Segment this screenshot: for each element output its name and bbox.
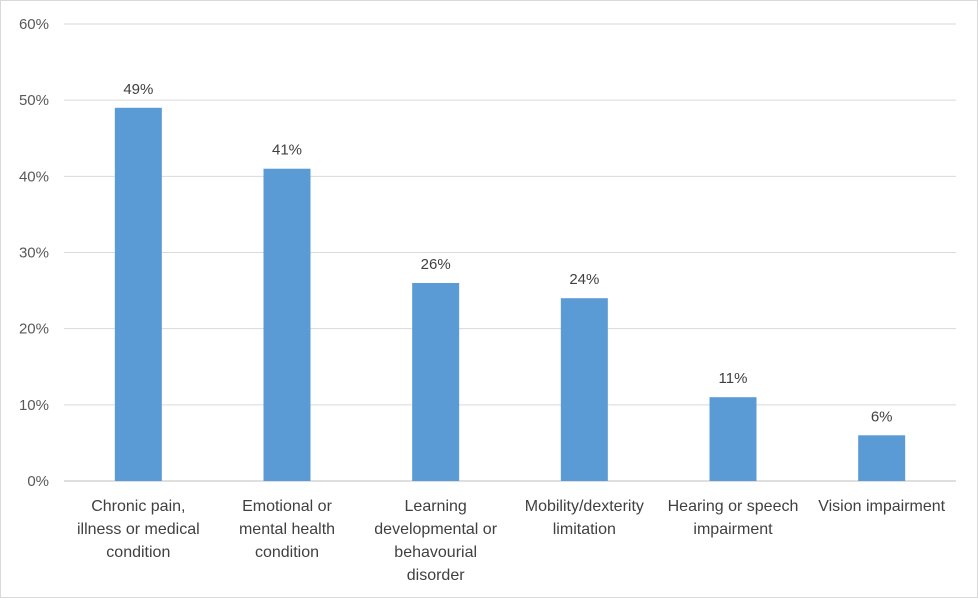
- bar: [114, 107, 162, 482]
- y-tick-label: 40%: [19, 168, 49, 185]
- category-label-line: developmental or: [374, 521, 497, 538]
- category-label: Hearing or speech impairment: [668, 498, 799, 538]
- category-label-line: disorder: [407, 567, 465, 584]
- data-label: 26%: [421, 256, 451, 273]
- data-label: 24%: [569, 271, 599, 288]
- y-tick-label: 10%: [19, 397, 49, 414]
- category-label-line: Learning: [405, 498, 467, 515]
- y-tick-label: 0%: [27, 473, 49, 490]
- data-label: 11%: [719, 370, 748, 387]
- category-label-line: Hearing or speech: [668, 498, 799, 515]
- bar: [709, 397, 757, 481]
- category-label-line: Chronic pain,: [91, 498, 185, 515]
- category-label: Emotional or mental health condition: [239, 498, 335, 561]
- category-label: Vision impairment: [818, 498, 945, 515]
- category-label: Chronic pain, illness or medical condition: [77, 498, 200, 561]
- y-tick-label: 60%: [19, 16, 49, 33]
- category-label-line: behavourial: [394, 544, 477, 561]
- category-label-line: impairment: [693, 521, 773, 538]
- category-label-line: condition: [255, 544, 319, 561]
- data-label: 49%: [123, 81, 153, 98]
- bar: [412, 282, 460, 481]
- bar: [560, 298, 608, 481]
- y-tick-label: 20%: [19, 321, 49, 338]
- category-label-line: mental health: [239, 521, 335, 538]
- category-label-line: limitation: [553, 521, 616, 538]
- category-label: Mobility/dexterity limitation: [525, 498, 644, 538]
- category-label-line: Mobility/dexterity: [525, 498, 644, 515]
- data-label: 41%: [272, 142, 302, 159]
- category-label: Learning developmental or behavourial disor…: [374, 498, 497, 584]
- category-label-line: Vision impairment: [818, 498, 945, 515]
- bar: [858, 435, 906, 481]
- category-label-line: illness or medical: [77, 521, 200, 538]
- category-label-line: condition: [106, 544, 170, 561]
- y-tick-label: 50%: [19, 92, 49, 109]
- data-label: 6%: [871, 408, 893, 425]
- bar: [263, 168, 311, 481]
- category-label-line: Emotional or: [242, 498, 332, 515]
- y-tick-label: 30%: [19, 245, 49, 262]
